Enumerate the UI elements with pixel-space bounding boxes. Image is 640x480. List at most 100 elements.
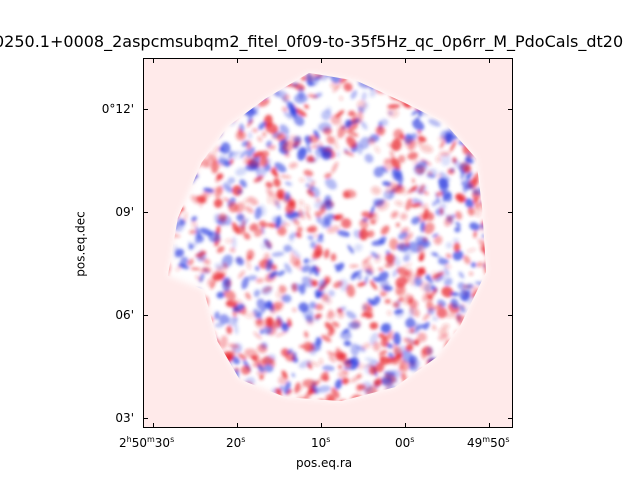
negative-fluctuation — [322, 365, 335, 372]
negative-fluctuation — [268, 270, 278, 279]
negative-fluctuation — [426, 346, 434, 356]
positive-fluctuation — [476, 261, 484, 268]
positive-fluctuation — [265, 316, 274, 328]
negative-fluctuation — [189, 241, 198, 249]
negative-fluctuation — [255, 165, 267, 178]
positive-fluctuation — [390, 354, 403, 362]
negative-fluctuation — [214, 322, 225, 328]
positive-fluctuation — [287, 318, 292, 327]
negative-fluctuation — [380, 323, 392, 334]
y-tick-mark — [508, 418, 513, 419]
negative-fluctuation — [458, 271, 465, 279]
positive-fluctuation — [256, 369, 268, 376]
positive-fluctuation — [225, 299, 238, 308]
x-tick-mark — [489, 423, 490, 428]
negative-fluctuation — [292, 351, 297, 358]
positive-fluctuation — [275, 330, 289, 337]
positive-fluctuation — [432, 304, 443, 310]
positive-fluctuation — [306, 227, 318, 233]
positive-fluctuation — [314, 72, 324, 79]
negative-fluctuation — [443, 277, 453, 287]
positive-fluctuation — [400, 100, 411, 109]
negative-fluctuation — [362, 102, 369, 110]
positive-fluctuation — [292, 219, 300, 226]
negative-fluctuation — [293, 114, 305, 126]
negative-fluctuation — [457, 282, 466, 290]
negative-fluctuation — [443, 265, 450, 277]
positive-fluctuation — [417, 130, 422, 134]
negative-fluctuation — [173, 245, 179, 259]
negative-fluctuation — [464, 198, 474, 209]
positive-fluctuation — [258, 220, 268, 228]
positive-fluctuation — [234, 367, 239, 372]
negative-fluctuation — [222, 278, 231, 292]
positive-fluctuation — [336, 122, 344, 133]
positive-fluctuation — [296, 211, 302, 220]
negative-fluctuation — [415, 236, 429, 246]
positive-fluctuation — [473, 230, 478, 239]
y-tick-label: 09' — [115, 205, 134, 219]
negative-fluctuation — [470, 262, 477, 268]
negative-fluctuation — [452, 237, 460, 245]
positive-fluctuation — [380, 337, 389, 348]
positive-fluctuation — [277, 375, 289, 385]
negative-fluctuation — [275, 215, 282, 229]
positive-fluctuation — [253, 331, 262, 340]
positive-fluctuation — [190, 267, 201, 271]
positive-fluctuation — [410, 328, 414, 334]
positive-fluctuation — [463, 255, 471, 265]
positive-fluctuation — [334, 214, 344, 221]
negative-fluctuation — [284, 263, 292, 274]
positive-fluctuation — [305, 211, 311, 220]
positive-fluctuation — [401, 298, 415, 305]
positive-fluctuation — [321, 293, 332, 305]
positive-fluctuation — [303, 169, 314, 177]
positive-fluctuation — [213, 198, 223, 208]
negative-fluctuation — [369, 332, 379, 345]
positive-fluctuation — [304, 204, 311, 213]
negative-fluctuation — [350, 90, 358, 100]
x-tick-hours-unit: h — [126, 435, 132, 444]
positive-fluctuation — [274, 318, 282, 328]
x-tick-hours: 2 — [119, 436, 127, 450]
negative-fluctuation — [217, 158, 231, 166]
negative-fluctuation — [254, 207, 262, 220]
positive-fluctuation — [226, 325, 233, 335]
negative-fluctuation — [313, 129, 320, 140]
positive-fluctuation — [253, 175, 264, 183]
y-tick-mark — [143, 315, 148, 316]
positive-fluctuation — [402, 262, 413, 269]
negative-fluctuation — [361, 304, 368, 311]
y-tick-mark — [508, 315, 513, 316]
positive-fluctuation — [281, 106, 288, 112]
positive-fluctuation — [387, 143, 395, 149]
positive-fluctuation — [403, 138, 414, 148]
positive-fluctuation — [348, 145, 354, 150]
positive-fluctuation — [190, 195, 201, 205]
negative-fluctuation — [344, 119, 352, 128]
positive-fluctuation — [318, 358, 324, 366]
sky-map-axes[interactable] — [143, 58, 513, 428]
negative-fluctuation — [438, 178, 449, 193]
x-tick-label: 2h50m30s — [119, 433, 174, 450]
positive-fluctuation — [395, 222, 401, 228]
positive-fluctuation — [365, 313, 374, 319]
negative-fluctuation — [357, 273, 362, 281]
negative-fluctuation — [469, 222, 480, 231]
x-tick-label: 00s — [395, 433, 414, 450]
negative-fluctuation — [292, 143, 299, 150]
positive-fluctuation — [285, 201, 296, 214]
positive-fluctuation — [270, 303, 280, 315]
positive-fluctuation — [243, 232, 251, 240]
negative-fluctuation — [307, 235, 314, 241]
positive-fluctuation — [436, 307, 448, 319]
positive-fluctuation — [445, 253, 452, 259]
positive-fluctuation — [337, 364, 343, 370]
positive-fluctuation — [232, 226, 239, 232]
positive-fluctuation — [389, 238, 399, 251]
positive-fluctuation — [216, 246, 225, 253]
negative-fluctuation — [253, 105, 259, 115]
negative-fluctuation — [306, 142, 312, 154]
negative-fluctuation — [316, 216, 323, 225]
positive-fluctuation — [308, 180, 316, 190]
